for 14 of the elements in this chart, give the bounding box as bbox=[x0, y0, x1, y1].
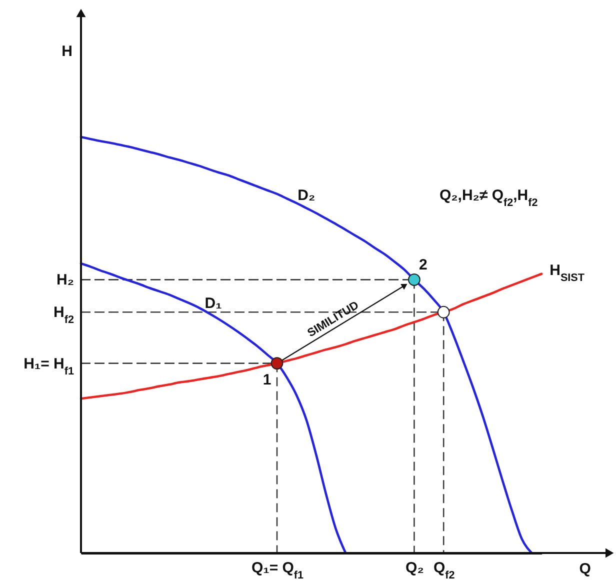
series-label: H$_{SIST}$ bbox=[550, 262, 585, 284]
series-label: D₂ bbox=[298, 187, 316, 204]
annotation: 2 bbox=[419, 256, 428, 274]
annotation: Q₂,H₂≠ Q$_{f2}$,H$_{f2}$ bbox=[439, 187, 538, 209]
x-tick-label: Q$_{f2}$ bbox=[433, 560, 455, 582]
x-tick-label: Q₁= Q$_{f1}$ bbox=[251, 560, 304, 582]
series-label: H₁= H$_{f1}$ bbox=[24, 355, 74, 378]
series-label: D₁ bbox=[204, 294, 222, 312]
series-label: H₂ bbox=[56, 272, 74, 289]
series-label: H$_{f2}$ bbox=[54, 304, 74, 326]
x-axis-title: Q bbox=[579, 560, 592, 578]
text: H bbox=[62, 43, 72, 60]
x-tick-label: Q₂ bbox=[406, 560, 424, 576]
annotation: 1 bbox=[262, 371, 272, 388]
